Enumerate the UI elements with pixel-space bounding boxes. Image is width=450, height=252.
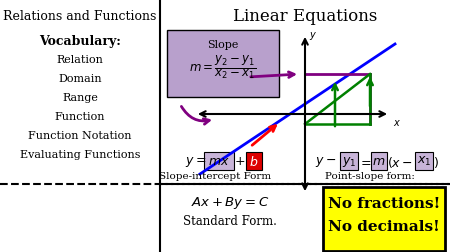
Text: y: y — [309, 30, 315, 40]
Text: $mx$: $mx$ — [208, 154, 230, 167]
FancyBboxPatch shape — [167, 31, 279, 98]
Text: $+$: $+$ — [234, 154, 245, 167]
Text: $x_1$: $x_1$ — [417, 154, 431, 167]
Text: Linear Equations: Linear Equations — [233, 8, 377, 25]
FancyBboxPatch shape — [371, 152, 387, 170]
Text: $= $: $= $ — [358, 154, 372, 167]
FancyBboxPatch shape — [340, 152, 358, 170]
Text: Relations and Functions: Relations and Functions — [3, 10, 157, 23]
Text: Relation: Relation — [57, 55, 104, 65]
Text: Evaluating Functions: Evaluating Functions — [20, 149, 140, 159]
Text: Vocabulary:: Vocabulary: — [39, 35, 121, 48]
Text: $y_1$: $y_1$ — [342, 154, 356, 168]
FancyBboxPatch shape — [204, 152, 234, 170]
Text: $)$: $)$ — [433, 154, 439, 169]
Text: Slope-intercept Form: Slope-intercept Form — [159, 171, 271, 180]
Text: $y - $: $y - $ — [315, 154, 336, 168]
Text: $(x - $: $(x - $ — [387, 154, 413, 169]
Text: Function: Function — [55, 112, 105, 121]
Text: $m = \dfrac{y_2 - y_1}{x_2 - x_1}$: $m = \dfrac{y_2 - y_1}{x_2 - x_1}$ — [189, 54, 256, 80]
Text: Range: Range — [62, 93, 98, 103]
Text: Domain: Domain — [58, 74, 102, 84]
Text: $b$: $b$ — [249, 154, 259, 168]
Text: No fractions!: No fractions! — [328, 196, 440, 210]
Text: x: x — [393, 117, 399, 128]
FancyBboxPatch shape — [323, 187, 445, 251]
Text: Standard Form.: Standard Form. — [183, 214, 277, 227]
Text: No decimals!: No decimals! — [328, 219, 440, 233]
Text: $Ax + By = C$: $Ax + By = C$ — [191, 194, 269, 210]
FancyBboxPatch shape — [246, 152, 262, 170]
Text: $m$: $m$ — [372, 154, 386, 167]
Text: Function Notation: Function Notation — [28, 131, 132, 140]
Text: Slope: Slope — [207, 40, 239, 50]
FancyBboxPatch shape — [415, 152, 433, 170]
Text: $y = $: $y = $ — [185, 154, 207, 168]
Text: Point-slope form:: Point-slope form: — [325, 171, 415, 180]
